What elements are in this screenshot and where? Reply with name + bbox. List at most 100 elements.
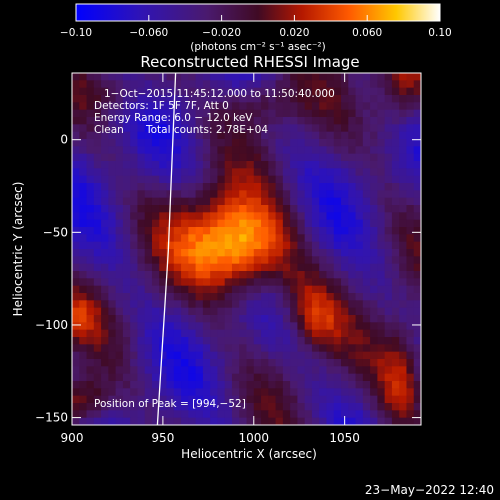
heatmap-cell bbox=[217, 212, 226, 221]
heatmap-cell bbox=[217, 322, 226, 331]
heatmap-cell bbox=[377, 190, 386, 199]
heatmap-cell bbox=[79, 381, 88, 389]
heatmap-cell bbox=[130, 190, 139, 199]
heatmap-cell bbox=[326, 161, 335, 169]
heatmap-cell bbox=[290, 146, 298, 155]
heatmap-cell bbox=[275, 278, 284, 287]
heatmap-cell bbox=[130, 131, 139, 140]
heatmap-cell bbox=[384, 366, 393, 375]
heatmap-cell bbox=[377, 359, 386, 367]
heatmap-cell bbox=[413, 256, 421, 265]
heatmap-cell bbox=[253, 212, 262, 221]
heatmap-cell bbox=[210, 87, 219, 96]
heatmap-cell bbox=[399, 190, 408, 199]
heatmap-cell bbox=[290, 73, 298, 81]
heatmap-cell bbox=[261, 73, 269, 81]
heatmap-cell bbox=[239, 366, 248, 375]
heatmap-cell bbox=[253, 263, 262, 272]
heatmap-cell bbox=[202, 153, 211, 162]
heatmap-cell bbox=[377, 205, 386, 213]
heatmap-cell bbox=[253, 109, 262, 118]
heatmap-cell bbox=[391, 351, 400, 360]
heatmap-cell bbox=[326, 80, 335, 89]
heatmap-cell bbox=[275, 87, 284, 96]
heatmap-cell bbox=[391, 146, 400, 155]
heatmap-cell bbox=[72, 205, 80, 213]
heatmap-cell bbox=[326, 337, 335, 345]
heatmap-cell bbox=[377, 337, 386, 345]
heatmap-cell bbox=[370, 344, 378, 353]
heatmap-cell bbox=[319, 95, 328, 103]
heatmap-cell bbox=[297, 109, 306, 118]
heatmap-cell bbox=[282, 307, 291, 316]
heatmap-cell bbox=[72, 417, 80, 425]
heatmap-cell bbox=[115, 410, 124, 419]
heatmap-cell bbox=[159, 395, 168, 404]
heatmap-cell bbox=[79, 329, 88, 338]
heatmap-cell bbox=[79, 417, 88, 425]
heatmap-cell bbox=[144, 337, 153, 345]
heatmap-cell bbox=[173, 271, 182, 279]
heatmap-cell bbox=[195, 307, 204, 316]
heatmap-cell bbox=[311, 249, 320, 257]
heatmap-cell bbox=[144, 95, 153, 103]
heatmap-cell bbox=[355, 139, 364, 147]
heatmap-cell bbox=[181, 256, 189, 265]
heatmap-cell bbox=[391, 161, 400, 169]
heatmap-cell bbox=[101, 307, 109, 316]
heatmap-cell bbox=[319, 139, 328, 147]
heatmap-cell bbox=[137, 388, 146, 397]
heatmap-cell bbox=[166, 271, 175, 279]
heatmap-cell bbox=[399, 219, 408, 228]
heatmap-cell bbox=[268, 205, 277, 213]
heatmap-cell bbox=[130, 227, 139, 235]
heatmap-cell bbox=[413, 351, 421, 360]
heatmap-cell bbox=[122, 205, 131, 213]
heatmap-cell bbox=[72, 197, 80, 206]
heatmap-cell bbox=[159, 197, 168, 206]
heatmap-cell bbox=[406, 403, 415, 411]
heatmap-cell bbox=[261, 322, 269, 331]
heatmap-cell bbox=[239, 124, 248, 133]
heatmap-cell bbox=[391, 102, 400, 111]
heatmap-cell bbox=[413, 161, 421, 169]
heatmap-cell bbox=[282, 102, 291, 111]
heatmap-cell bbox=[268, 183, 277, 191]
heatmap-cell bbox=[355, 329, 364, 338]
heatmap-cell bbox=[246, 73, 255, 81]
heatmap-cell bbox=[217, 285, 226, 294]
heatmap-cell bbox=[253, 381, 262, 389]
heatmap-cell bbox=[282, 381, 291, 389]
heatmap-cell bbox=[166, 344, 175, 353]
heatmap-cell bbox=[326, 351, 335, 360]
heatmap-cell bbox=[282, 293, 291, 301]
heatmap-cell bbox=[202, 388, 211, 397]
heatmap-cell bbox=[311, 87, 320, 96]
heatmap-cell bbox=[159, 139, 168, 147]
heatmap-cell bbox=[130, 146, 139, 155]
heatmap-cell bbox=[341, 153, 349, 162]
heatmap-cell bbox=[333, 241, 342, 250]
heatmap-cell bbox=[377, 271, 386, 279]
heatmap-cell bbox=[297, 80, 306, 89]
heatmap-cell bbox=[341, 161, 349, 169]
heatmap-cell bbox=[261, 161, 269, 169]
heatmap-cell bbox=[282, 80, 291, 89]
heatmap-cell bbox=[101, 102, 109, 111]
colorbar-frame bbox=[75, 3, 441, 22]
heatmap-cell bbox=[159, 131, 168, 140]
heatmap-cell bbox=[188, 249, 197, 257]
heatmap-cell bbox=[341, 241, 349, 250]
heatmap-cell bbox=[290, 131, 298, 140]
heatmap-cell bbox=[137, 234, 146, 243]
heatmap-cell bbox=[137, 285, 146, 294]
heatmap-cell bbox=[399, 322, 408, 331]
heatmap-cell bbox=[275, 307, 284, 316]
heatmap-cell bbox=[370, 337, 378, 345]
heatmap-cell bbox=[86, 234, 95, 243]
heatmap-cell bbox=[413, 271, 421, 279]
heatmap-cell bbox=[261, 410, 269, 419]
heatmap-cell bbox=[130, 366, 139, 375]
heatmap-cell bbox=[413, 300, 421, 309]
heatmap-cell bbox=[144, 351, 153, 360]
